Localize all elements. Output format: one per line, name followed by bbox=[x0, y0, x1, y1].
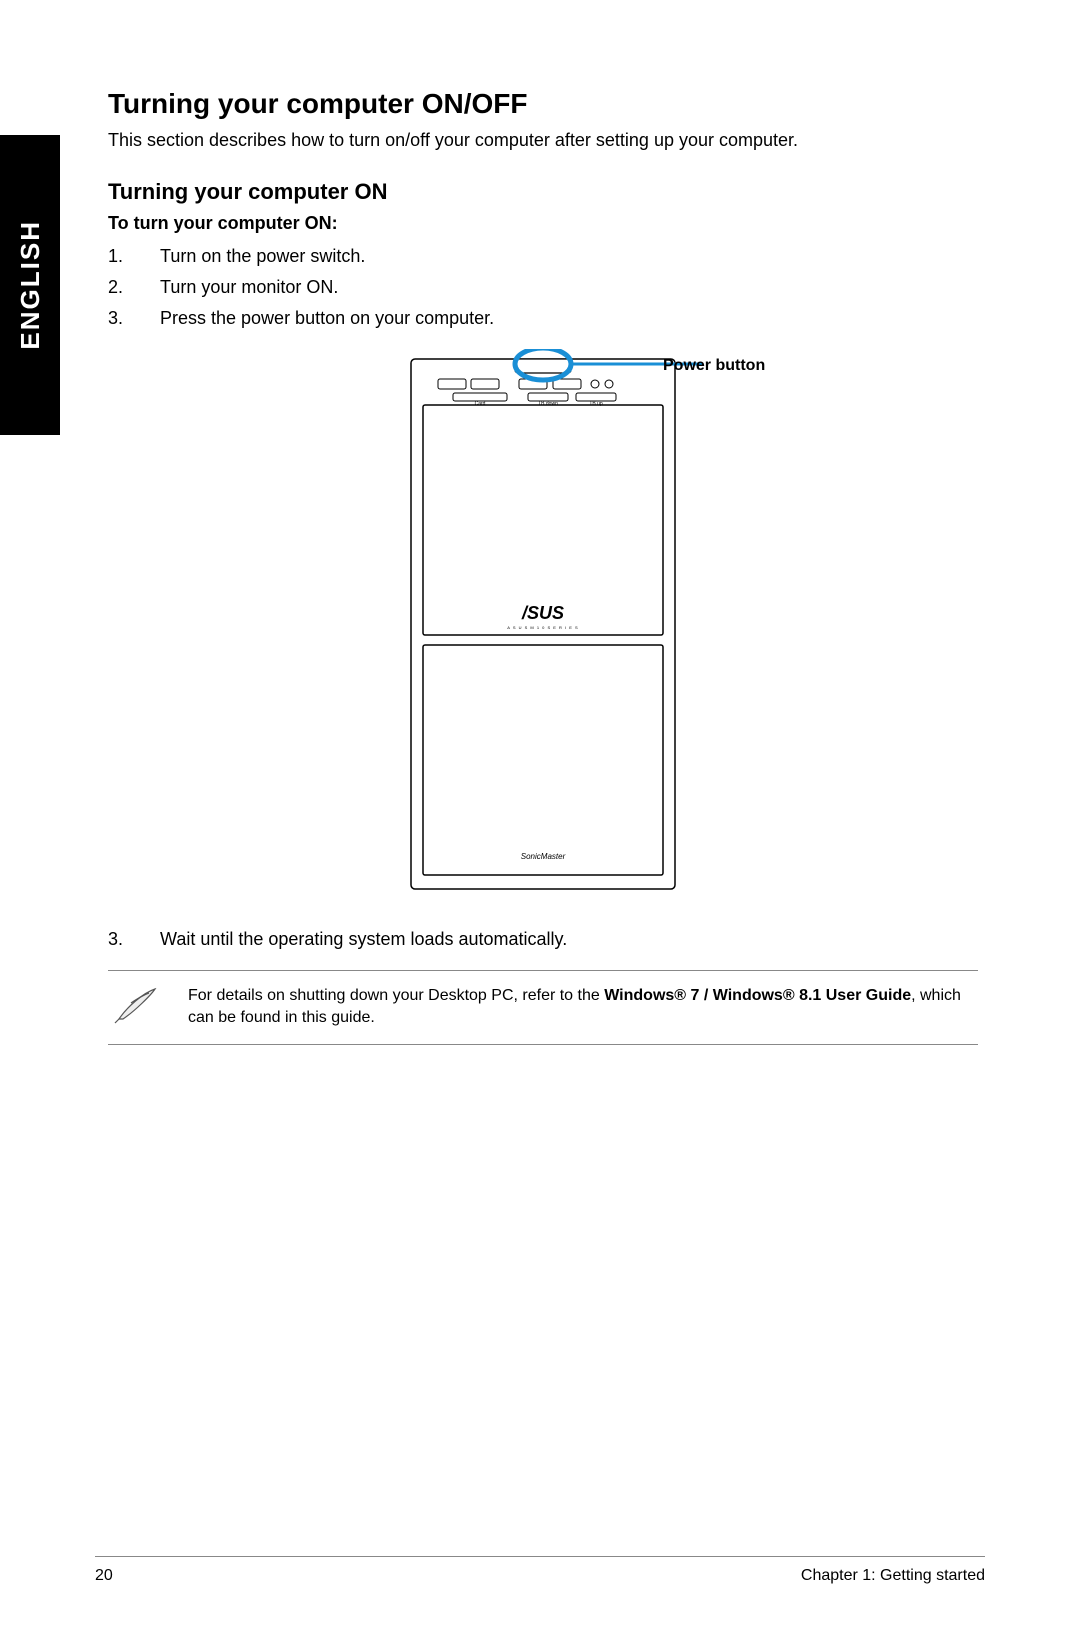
power-button-callout-label: Power button bbox=[663, 357, 765, 375]
page-content: Turning your computer ON/OFF This sectio… bbox=[108, 88, 978, 1045]
step-number: 3. bbox=[108, 929, 160, 950]
note-text-pre: For details on shutting down your Deskto… bbox=[188, 987, 604, 1004]
language-label: ENGLISH bbox=[15, 220, 46, 350]
step-number: 1. bbox=[108, 246, 160, 267]
steps-list-a: 1. Turn on the power switch. 2. Turn you… bbox=[108, 246, 978, 329]
step-item: 3. Wait until the operating system loads… bbox=[108, 929, 978, 950]
svg-text:TB down: TB down bbox=[538, 401, 558, 407]
steps-list-b: 3. Wait until the operating system loads… bbox=[108, 929, 978, 950]
step-text: Turn on the power switch. bbox=[160, 246, 978, 267]
step-item: 1. Turn on the power switch. bbox=[108, 246, 978, 267]
sonic-master-label: SonicMaster bbox=[521, 852, 566, 861]
note-text: For details on shutting down your Deskto… bbox=[188, 985, 978, 1030]
heading-instruction: To turn your computer ON: bbox=[108, 213, 978, 234]
brand-subtext: A S U S M 1 0 S E R I E S bbox=[507, 625, 578, 630]
page-footer: 20 Chapter 1: Getting started bbox=[95, 1567, 985, 1585]
step-number: 2. bbox=[108, 277, 160, 298]
computer-diagram-wrap: Card TB down TB up /SUS A S U S M 1 0 S … bbox=[108, 349, 978, 899]
footer-rule bbox=[95, 1556, 985, 1557]
note-block: For details on shutting down your Deskto… bbox=[108, 970, 978, 1045]
step-number: 3. bbox=[108, 308, 160, 329]
heading-main: Turning your computer ON/OFF bbox=[108, 88, 978, 120]
chapter-label: Chapter 1: Getting started bbox=[801, 1567, 985, 1585]
step-item: 3. Press the power button on your comput… bbox=[108, 308, 978, 329]
step-item: 2. Turn your monitor ON. bbox=[108, 277, 978, 298]
heading-sub: Turning your computer ON bbox=[108, 179, 978, 205]
computer-tower-diagram: Card TB down TB up /SUS A S U S M 1 0 S … bbox=[283, 349, 803, 899]
page-number: 20 bbox=[95, 1567, 113, 1585]
note-pen-icon bbox=[108, 985, 168, 1025]
note-text-bold: Windows® 7 / Windows® 8.1 User Guide bbox=[604, 987, 911, 1004]
language-side-tab: ENGLISH bbox=[0, 135, 60, 435]
intro-text: This section describes how to turn on/of… bbox=[108, 130, 978, 151]
step-text: Turn your monitor ON. bbox=[160, 277, 978, 298]
step-text: Wait until the operating system loads au… bbox=[160, 929, 978, 950]
brand-logo-text: /SUS bbox=[521, 603, 564, 623]
step-text: Press the power button on your computer. bbox=[160, 308, 978, 329]
svg-text:TB up: TB up bbox=[589, 401, 603, 407]
svg-text:Card: Card bbox=[475, 401, 486, 407]
